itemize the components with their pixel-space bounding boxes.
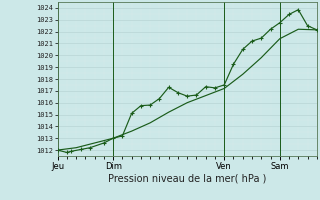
X-axis label: Pression niveau de la mer( hPa ): Pression niveau de la mer( hPa ): [108, 173, 266, 183]
